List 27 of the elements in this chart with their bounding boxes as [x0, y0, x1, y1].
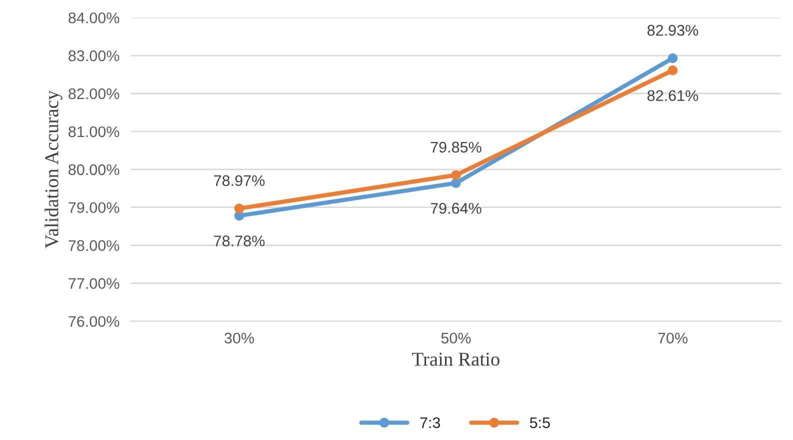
data-label: 78.78%: [214, 236, 265, 246]
data-label: 79.64%: [430, 202, 482, 214]
data-label: 82.93%: [647, 24, 698, 36]
y-tick-label: 80.00%: [68, 164, 120, 176]
y-tick-label: 84.00%: [68, 12, 120, 24]
data-label: 79.85%: [430, 142, 482, 153]
data-label: 78.97%: [214, 175, 265, 186]
point: [451, 170, 461, 180]
point: [668, 53, 678, 64]
x-tick-label: 50%: [441, 332, 471, 344]
y-tick-label: 77.00%: [68, 278, 120, 289]
y-tick-label: 82.00%: [68, 88, 120, 100]
x-tick-label: 70%: [658, 332, 688, 344]
point: [668, 65, 678, 76]
y-tick-label: 81.00%: [68, 126, 120, 138]
y-tick-label: 83.00%: [68, 50, 120, 62]
x-tick-label: 30%: [224, 332, 254, 344]
x-axis-title: Train Ratio: [412, 352, 500, 366]
y-tick-label: 78.00%: [68, 240, 120, 251]
y-tick-label: 79.00%: [68, 202, 120, 214]
point: [234, 204, 244, 214]
y-tick-label: 76.00%: [68, 316, 120, 327]
legend-label: 5:5: [530, 417, 550, 428]
y-axis-title: Validation Accuracy: [44, 90, 62, 248]
legend-label: 7:3: [420, 417, 440, 428]
point: [451, 178, 461, 188]
data-label: 82.61%: [647, 90, 698, 102]
